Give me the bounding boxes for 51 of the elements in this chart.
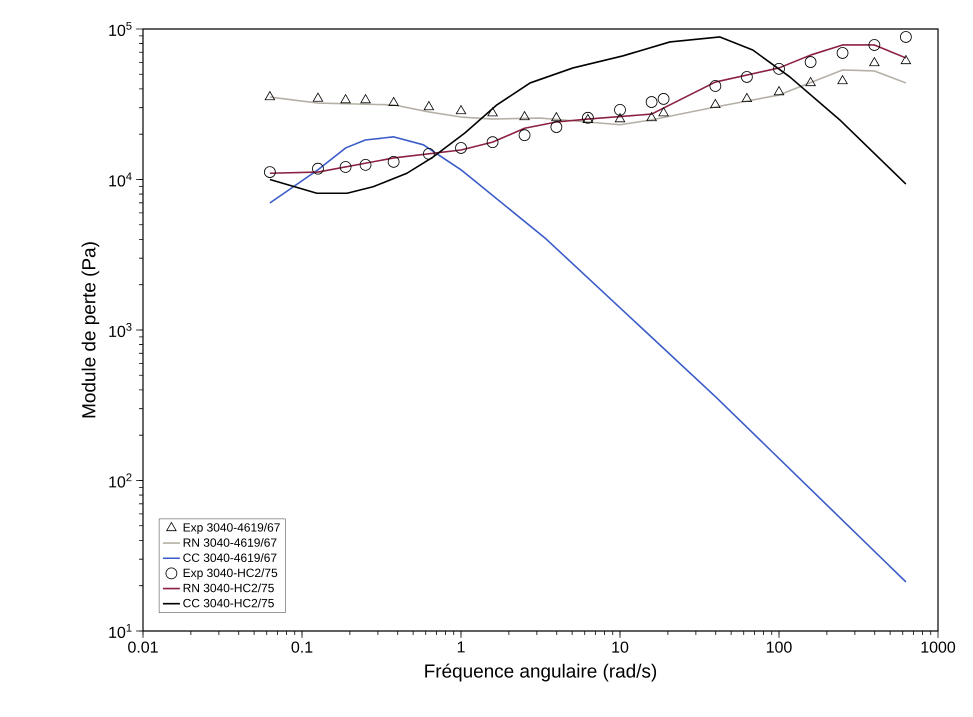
x-tick-label: 0.1 <box>292 641 312 653</box>
x-tick-label: 1 <box>458 641 465 652</box>
point <box>424 101 434 110</box>
point <box>774 86 784 96</box>
y-axis-title: Module de perte (Pa) <box>82 242 100 418</box>
point <box>614 104 626 116</box>
y-tick-label: 10$^{2}$ <box>109 473 132 488</box>
legend-label: Exp 3040-4619/67 <box>184 522 280 534</box>
point <box>709 80 722 92</box>
point <box>900 55 912 64</box>
x-tick-label: 10 <box>612 641 628 653</box>
point <box>836 47 848 59</box>
legend-label: RN 3040-HC2/75 <box>184 583 274 592</box>
point <box>487 107 498 116</box>
point <box>646 96 658 108</box>
legend-label: CC 3040-HC2/75 <box>183 598 274 608</box>
point <box>360 94 371 104</box>
point <box>742 93 752 102</box>
legend-label: CC 3040-4619/67 <box>183 553 276 562</box>
point <box>264 166 276 178</box>
x-tick-label: 1000 <box>921 641 956 653</box>
legend-label: Exp 3040-HC2/75 <box>184 568 278 580</box>
point <box>422 148 435 160</box>
point <box>710 99 721 108</box>
x-tick-label: 0.01 <box>128 641 158 653</box>
y-tick-label: 10$^{5}$ <box>109 22 132 36</box>
legend-label: RN 3040-4619/67 <box>184 538 276 547</box>
x-tick-label: 100 <box>766 641 792 653</box>
point <box>551 112 562 122</box>
point <box>869 57 880 66</box>
point <box>456 105 466 114</box>
point <box>741 71 753 83</box>
point <box>550 121 562 133</box>
point <box>868 39 880 51</box>
point <box>519 111 530 120</box>
point <box>455 142 467 154</box>
x-axis-title: Fréquence angulaire (rad/s) <box>425 664 656 682</box>
point <box>804 56 816 68</box>
y-tick-label: 10$^{1}$ <box>109 624 132 638</box>
y-tick-label: 10$^{3}$ <box>109 322 132 338</box>
point <box>518 129 530 142</box>
y-tick-label: 10$^{4}$ <box>109 172 132 187</box>
point <box>805 77 816 86</box>
point <box>900 31 912 43</box>
point <box>837 75 848 84</box>
point <box>646 112 657 122</box>
point <box>360 159 372 171</box>
point <box>264 91 276 100</box>
point <box>773 63 785 75</box>
point <box>614 113 626 122</box>
point <box>486 136 498 148</box>
